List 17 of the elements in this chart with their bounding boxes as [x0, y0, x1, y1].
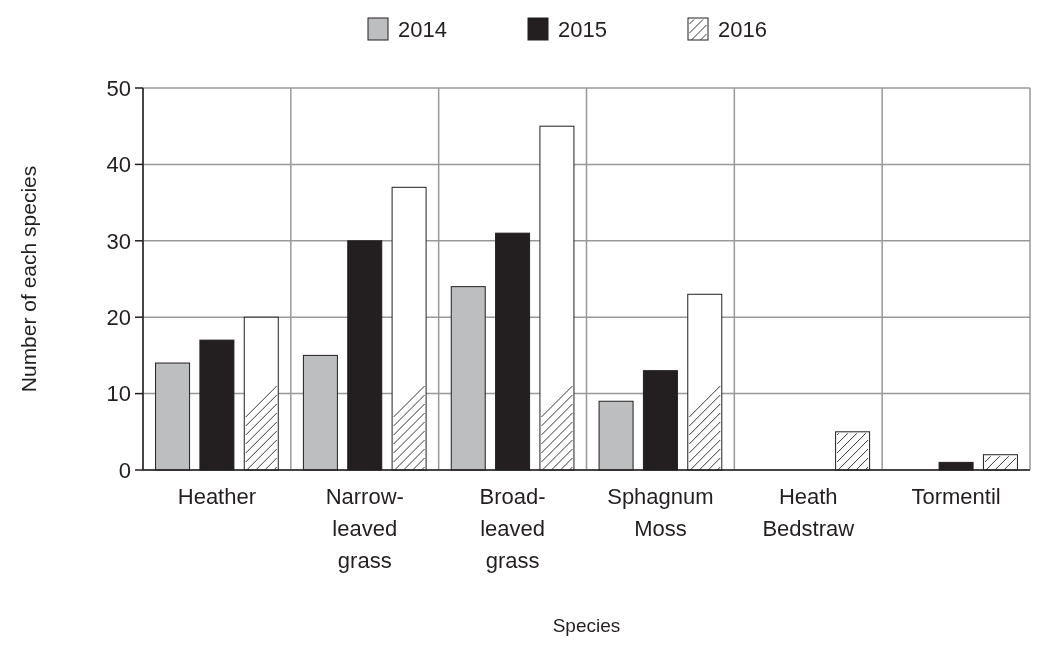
y-tick-label: 10	[106, 381, 131, 407]
x-tick-label: Sphagnum Moss	[607, 484, 714, 541]
x-tick-label: Heather	[177, 484, 257, 509]
y-tick-label: 30	[106, 228, 131, 254]
y-tick-label: 50	[106, 75, 131, 101]
x-axis-title: Species	[552, 615, 621, 636]
legend-label: 2014	[398, 16, 447, 42]
y-axis-title: Number of each species	[17, 165, 40, 393]
x-tick-label: Tormentil	[911, 484, 1001, 509]
legend-label: 2015	[558, 16, 607, 42]
x-tick-label: Narrow- leaved grass	[325, 484, 404, 573]
y-tick-label: 0	[118, 457, 131, 483]
x-tick-label: Heath Bedstraw	[762, 484, 855, 541]
x-tick-label: Broad- leaved grass	[479, 484, 546, 573]
y-tick-label: 20	[106, 304, 131, 330]
y-tick-label: 40	[106, 152, 131, 178]
legend-label: 2016	[718, 16, 767, 42]
